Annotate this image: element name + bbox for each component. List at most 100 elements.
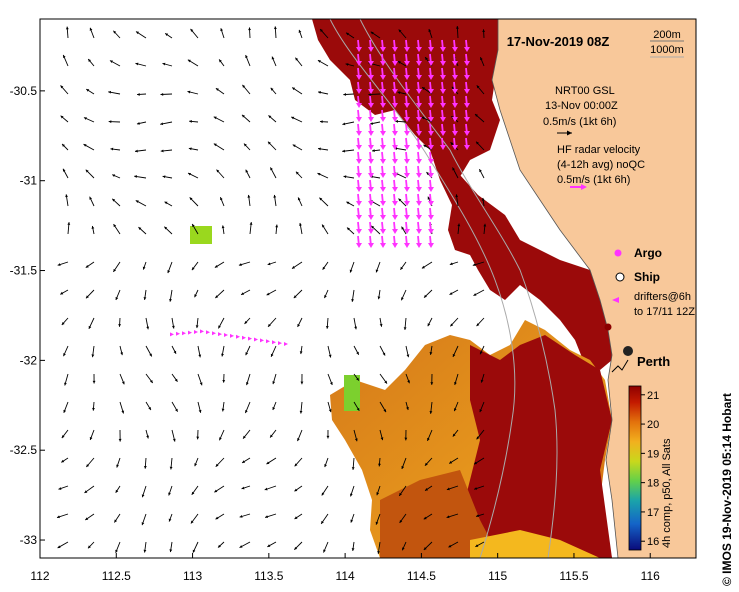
gsl-arrowhead (422, 87, 426, 90)
gsl-arrowhead (479, 351, 483, 355)
radar-arrowhead (404, 145, 410, 150)
radar-arrowhead (464, 75, 470, 80)
gsl-arrowhead (85, 264, 89, 268)
radar-arrowhead (464, 145, 470, 150)
radar-arrowhead (428, 201, 434, 206)
colorbar-tick-label: 18 (647, 478, 659, 490)
gsl-arrowhead (120, 352, 124, 356)
radar-arrowhead (380, 131, 386, 136)
gsl-arrowhead (297, 197, 301, 201)
gsl-arrowhead (238, 263, 242, 266)
gsl-arrowhead (198, 409, 202, 413)
gsl-arrowhead (143, 465, 147, 469)
gsl-arrowhead (264, 487, 268, 491)
gsl-arrowhead (398, 29, 402, 33)
gsl-arrowhead (143, 297, 147, 300)
gsl-arrowhead (356, 351, 359, 355)
gsl-arrowhead (299, 410, 303, 414)
gsl-arrowhead (292, 87, 296, 91)
gsl-arrowhead (83, 117, 87, 120)
gsl-arrowhead (423, 144, 427, 148)
radar-arrowhead (356, 145, 362, 150)
radar-arrowhead (404, 75, 410, 80)
radar-arrowhead (440, 145, 446, 150)
gsl-arrowhead (245, 169, 249, 173)
gsl-arrowhead (426, 172, 430, 175)
gsl-arrowhead (449, 460, 453, 464)
radar-arrowhead (380, 89, 386, 94)
gsl-arrowhead (377, 551, 381, 554)
gsl-arrowhead (356, 407, 360, 411)
gsl-arrowhead (190, 28, 194, 32)
drifters-date-label: to 17/11 12Z (634, 306, 695, 318)
gsl-arrowhead (63, 409, 67, 413)
argo-marker-icon (614, 249, 622, 257)
gsl-arrowhead (343, 93, 347, 96)
radar-arrowhead (380, 229, 386, 234)
ship-marker-icon (615, 272, 625, 282)
gsl-arrowhead (88, 59, 92, 62)
gsl-arrowhead (86, 464, 90, 468)
radar-arrowhead (392, 61, 398, 66)
gsl-arrowhead (268, 323, 271, 327)
ship-position-icon (604, 323, 612, 331)
y-tick-label: -32.5 (10, 443, 38, 457)
radar-arrowhead (356, 61, 362, 66)
gsl-arrowhead (243, 435, 246, 439)
gsl-arrowhead (382, 352, 386, 356)
gsl-arrowhead (174, 378, 178, 382)
gsl-arrowhead (189, 197, 193, 201)
x-tick-label: 115 (488, 569, 507, 583)
gsl-arrowhead (86, 89, 90, 92)
x-tick-label: 113.5 (254, 569, 283, 583)
gsl-arrowhead (342, 122, 346, 126)
gsl-arrowhead (173, 350, 177, 354)
gsl-arrowhead (112, 174, 116, 177)
isobath-1000m-label: 1000m (650, 44, 684, 56)
gsl-arrowhead (476, 141, 479, 145)
radar-arrowhead (440, 103, 446, 108)
radar-arrowhead (428, 145, 434, 150)
gsl-arrowhead (326, 435, 330, 439)
gsl-arrowhead (195, 325, 199, 329)
radar-arrowhead (428, 215, 434, 220)
x-tick-label: 112 (30, 569, 49, 583)
radar-arrowhead (416, 117, 422, 122)
gsl-arrowhead (222, 379, 226, 383)
colorbar-ticks: 21 20 19 18 17 16 (641, 390, 659, 548)
gsl-arrowhead (160, 149, 164, 153)
land-area (491, 19, 696, 558)
radar-arrowhead (404, 131, 410, 136)
gsl-arrowhead (134, 175, 138, 178)
gsl-arrowhead (91, 354, 95, 358)
gsl-arrowhead (188, 147, 192, 151)
gsl-arrowhead (115, 296, 119, 300)
gsl-arrowhead (351, 299, 355, 302)
radar-arrowhead (392, 243, 398, 248)
gsl-arrowhead (343, 175, 347, 179)
isobath-200m-label: 200m (653, 29, 681, 41)
gsl-arrowhead (474, 461, 478, 465)
gsl-arrowhead (199, 382, 203, 386)
colorbar-tick-label: 16 (647, 536, 659, 548)
gsl-arrowhead (319, 197, 323, 201)
gsl-arrowhead (275, 224, 279, 228)
isobath-1000m (329, 19, 516, 558)
gsl-arrowhead (397, 61, 401, 64)
gsl-arrowhead (473, 293, 477, 296)
gsl-arrowhead (214, 489, 218, 493)
gsl-arrowhead (421, 265, 425, 269)
gsl-arrowhead (479, 409, 483, 413)
radar-arrowhead (380, 145, 386, 150)
radar-arrowhead (416, 173, 422, 178)
gsl-arrowhead (220, 28, 224, 32)
radar-arrowhead (404, 229, 410, 234)
radar-arrowhead (404, 159, 410, 164)
gsl-arrowhead (89, 27, 93, 31)
marker-legend: Argo Ship drifters@6h to 17/11 12Z (612, 246, 695, 318)
radar-arrowhead (368, 173, 374, 178)
gsl-arrowhead (292, 144, 296, 148)
gsl-arrowhead (91, 225, 95, 229)
gsl-arrowhead (192, 223, 195, 227)
gsl-arrowhead (347, 227, 350, 231)
